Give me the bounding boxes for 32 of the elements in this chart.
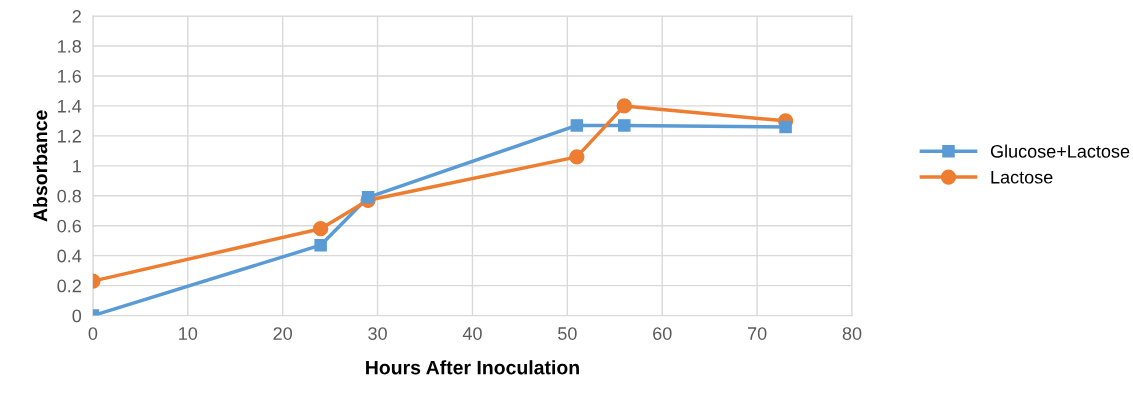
x-tick-label: 60 bbox=[653, 327, 672, 340]
x-tick-label: 80 bbox=[842, 327, 862, 340]
y-tick-label: 1.6 bbox=[58, 69, 81, 83]
x-tick-label: 10 bbox=[179, 327, 198, 340]
y-tick-label: 0.4 bbox=[57, 249, 82, 263]
y-tick-label: 1.4 bbox=[58, 100, 82, 113]
y-tick-label: 0.8 bbox=[57, 189, 82, 203]
y-tick-label: 1 bbox=[73, 159, 81, 173]
y-tick-label: 2 bbox=[72, 10, 81, 23]
point bbox=[312, 221, 329, 237]
y-tick-label: 0.6 bbox=[57, 219, 81, 233]
x-tick-label: 30 bbox=[368, 327, 387, 340]
point bbox=[361, 191, 375, 204]
x-tick-label: 70 bbox=[748, 327, 767, 340]
x-tick-label: 50 bbox=[558, 327, 577, 340]
legend-label: Lactose bbox=[991, 171, 1053, 184]
point bbox=[616, 98, 632, 114]
point bbox=[570, 119, 584, 132]
x-axis-title: Hours After Inoculation bbox=[366, 360, 579, 375]
legend-label: Glucose+Lactose bbox=[990, 144, 1130, 158]
point bbox=[779, 120, 792, 134]
y-tick-label: 0 bbox=[72, 309, 82, 323]
y-tick-label: 1.8 bbox=[58, 39, 82, 53]
x-tick-label: 20 bbox=[273, 327, 293, 340]
point bbox=[314, 238, 327, 252]
x-tick-label: 0 bbox=[88, 327, 98, 340]
y-axis-title: Absorbance bbox=[33, 110, 48, 222]
y-tick-label: 1.2 bbox=[58, 129, 81, 143]
x-tick-label: 40 bbox=[462, 327, 482, 340]
y-tick-label: 0.2 bbox=[57, 279, 81, 293]
point bbox=[618, 119, 631, 132]
point bbox=[569, 149, 585, 165]
